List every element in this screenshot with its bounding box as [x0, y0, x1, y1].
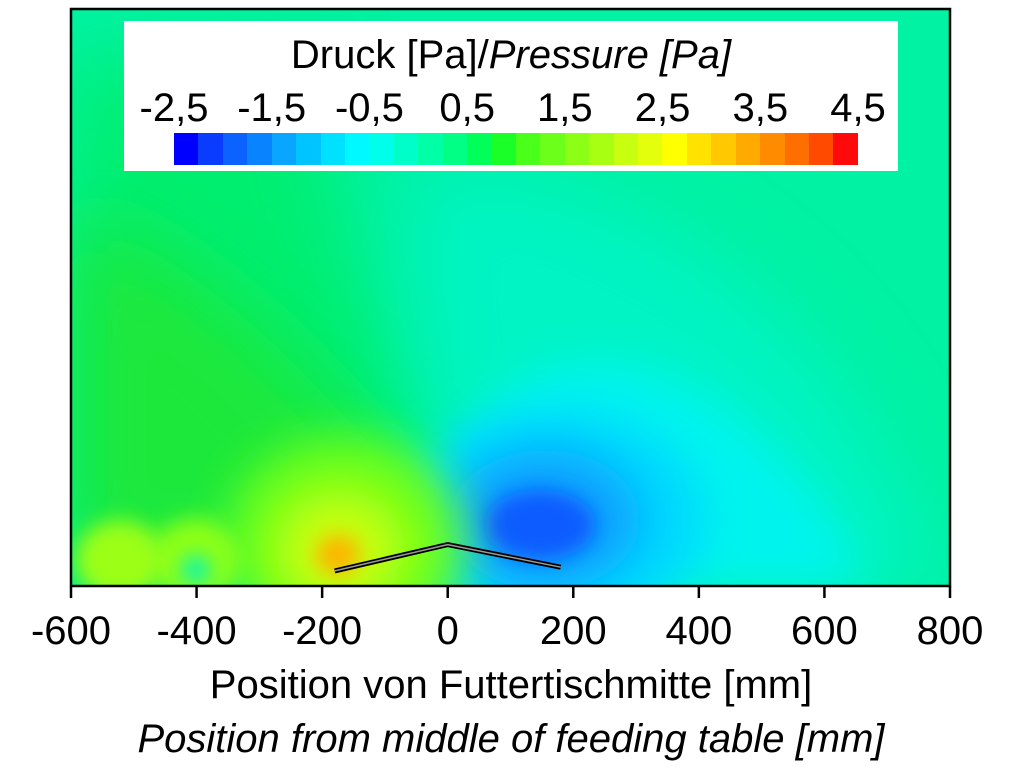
- colorbar-title-de: Druck [Pa]/: [290, 33, 489, 77]
- colorbar-swatch: [174, 133, 199, 165]
- x-tick-label: -400: [157, 609, 237, 653]
- x-axis-label-english: Position from middle of feeding table [m…: [137, 717, 885, 761]
- colorbar-swatch: [540, 133, 565, 165]
- elevated-spot-1: [150, 518, 240, 586]
- x-tick-label: -200: [282, 609, 362, 653]
- colorbar-swatch: [369, 133, 394, 165]
- colorbar-swatch: [271, 133, 297, 165]
- colorbar-tick-label: 3,5: [732, 86, 789, 130]
- colorbar-tick-label: 4,5: [830, 86, 886, 130]
- x-tick-label: 400: [665, 609, 732, 653]
- colorbar: [174, 133, 858, 165]
- colorbar-title-en: Pressure [Pa]: [488, 33, 732, 77]
- colorbar-legend: Druck [Pa]/Pressure [Pa] -2,5 -1,5 -0,5 0,5…: [124, 21, 898, 171]
- colorbar-swatch: [662, 133, 687, 165]
- colorbar-swatch: [491, 133, 516, 165]
- plot-frame: [69, 7, 952, 588]
- colorbar-swatch: [393, 133, 419, 165]
- colorbar-tick-label: -2,5: [139, 86, 209, 130]
- colorbar-title: Druck [Pa]/Pressure [Pa]: [124, 32, 898, 78]
- high-pressure-core: [316, 535, 360, 575]
- colorbar-swatch: [564, 133, 590, 165]
- colorbar-swatch: [515, 133, 541, 165]
- x-tick-label: 600: [791, 609, 858, 653]
- colorbar-swatch: [686, 133, 712, 165]
- colorbar-swatch: [711, 133, 736, 165]
- x-axis: -600 -400 -200 0 200 400 600 800: [31, 586, 983, 653]
- x-axis-label: Position von Futtertischmitte [mm]: [209, 663, 813, 707]
- colorbar-swatch: [222, 133, 248, 165]
- colorbar-swatch: [760, 133, 785, 165]
- x-tick-label: 200: [540, 609, 607, 653]
- colorbar-swatch: [833, 133, 858, 165]
- colorbar-swatch: [808, 133, 834, 165]
- colorbar-tick-label: 0,5: [439, 86, 495, 130]
- colorbar-swatch: [198, 133, 223, 165]
- colorbar-swatch: [613, 133, 639, 165]
- x-tick-label: 800: [917, 609, 984, 653]
- colorbar-swatch: [442, 133, 468, 165]
- colorbar-tick-label: 1,5: [537, 86, 593, 130]
- colorbar-swatch: [735, 133, 761, 165]
- x-tick-label: 0: [437, 609, 459, 653]
- cool-spot: [182, 556, 210, 584]
- low-pressure-core: [485, 490, 595, 560]
- colorbar-swatch: [784, 133, 809, 165]
- colorbar-swatch: [638, 133, 663, 165]
- colorbar-tick-label: 2,5: [634, 86, 691, 130]
- colorbar-tick-label: -1,5: [237, 86, 307, 130]
- x-tick-label: -600: [31, 609, 111, 653]
- colorbar-swatch: [296, 133, 321, 165]
- colorbar-swatch: [467, 133, 492, 165]
- colorbar-swatch: [320, 133, 345, 165]
- colorbar-tick-label: -0,5: [334, 86, 404, 130]
- colorbar-tick-labels: -2,5 -1,5 -0,5 0,5 1,5 2,5 3,5 4,5: [124, 85, 898, 131]
- deflector-profile-inner: [334, 543, 561, 572]
- colorbar-swatch: [344, 133, 370, 165]
- elevated-spot-2: [75, 520, 165, 586]
- colorbar-swatch: [589, 133, 614, 165]
- colorbar-swatch: [247, 133, 272, 165]
- colorbar-swatch: [418, 133, 443, 165]
